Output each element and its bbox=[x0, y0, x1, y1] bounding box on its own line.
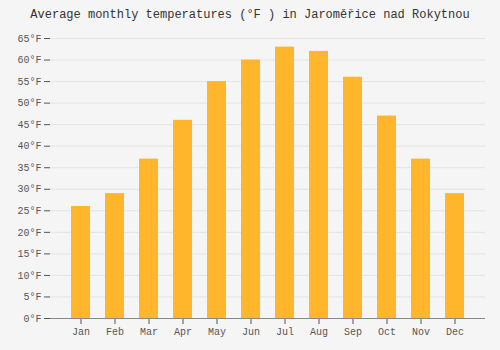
svg-text:Oct: Oct bbox=[378, 327, 396, 338]
svg-text:60°F: 60°F bbox=[17, 55, 41, 66]
svg-text:Sep: Sep bbox=[344, 327, 362, 338]
svg-text:Nov: Nov bbox=[412, 327, 430, 338]
svg-text:Apr: Apr bbox=[174, 327, 192, 338]
svg-text:55°F: 55°F bbox=[17, 77, 41, 88]
svg-text:May: May bbox=[208, 327, 226, 338]
svg-text:5°F: 5°F bbox=[23, 292, 41, 303]
svg-text:45°F: 45°F bbox=[17, 120, 41, 131]
svg-text:Feb: Feb bbox=[106, 327, 124, 338]
svg-text:25°F: 25°F bbox=[17, 206, 41, 217]
svg-text:20°F: 20°F bbox=[17, 228, 41, 239]
svg-text:Jul: Jul bbox=[276, 327, 294, 338]
svg-text:15°F: 15°F bbox=[17, 249, 41, 260]
svg-text:35°F: 35°F bbox=[17, 163, 41, 174]
svg-text:Aug: Aug bbox=[310, 327, 328, 338]
svg-text:0°F: 0°F bbox=[23, 314, 41, 325]
svg-text:65°F: 65°F bbox=[17, 34, 41, 45]
svg-text:40°F: 40°F bbox=[17, 141, 41, 152]
svg-text:Mar: Mar bbox=[140, 327, 158, 338]
svg-text:50°F: 50°F bbox=[17, 98, 41, 109]
html-text:Average monthly temperatures (: Average monthly temperatures (°F ) in Ja… bbox=[30, 8, 470, 22]
svg-text:Dec: Dec bbox=[446, 327, 464, 338]
svg-text:30°F: 30°F bbox=[17, 184, 41, 195]
svg-text:10°F: 10°F bbox=[17, 271, 41, 282]
svg-text:Jun: Jun bbox=[242, 327, 260, 338]
svg-text:Jan: Jan bbox=[72, 327, 90, 338]
